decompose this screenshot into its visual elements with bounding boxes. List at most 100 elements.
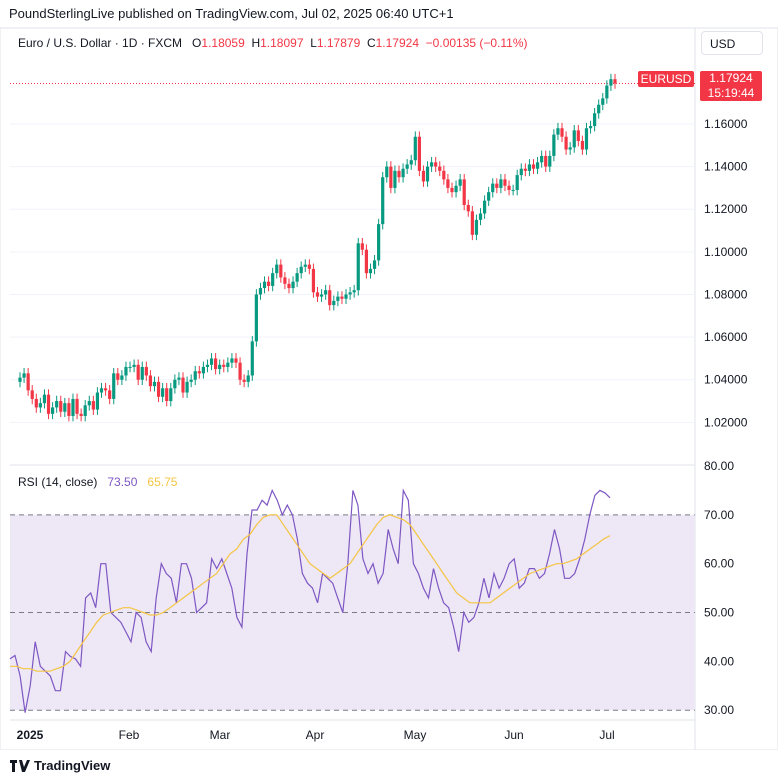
candle-body [22,373,26,378]
last-price-value: 1.17924 [709,71,753,85]
candle-body [405,164,409,169]
candle-body [156,381,161,397]
candle-body [328,290,332,306]
candle-body [87,401,91,406]
time-tick-label: May [404,728,427,742]
candle-body [18,377,22,382]
candle-body [283,277,287,284]
candle-body [112,373,116,399]
candle-body [246,375,250,382]
candle-body [544,155,548,167]
candle-body [527,164,532,171]
candle-body [279,264,283,278]
candle-body [495,183,499,188]
candle-body [381,177,385,225]
candle-body [580,141,584,150]
candle-body [230,358,234,363]
currency-button[interactable]: USD [701,31,763,55]
price-legend: Euro / U.S. Dollar · 1D · FXCM O1.18059 … [18,36,528,50]
candle-body [499,179,503,188]
price-tick-label: 1.02000 [704,415,748,429]
candle-body [364,249,369,274]
candle-body [540,155,544,163]
candle-body [319,294,324,297]
candle-body [535,162,540,169]
rsi-value: 73.50 [107,475,138,489]
low-value: 1.17879 [316,36,361,50]
candle-body [438,166,442,171]
candle-body [30,390,34,399]
last-price-tag: 1.17924 15:19:44 [700,71,762,101]
time-tick-label: Mar [210,728,231,742]
candle-body [340,296,344,299]
candle-body [128,366,132,368]
candle-body [79,413,83,416]
candle-body [385,166,389,178]
price-tick-label: 1.04000 [704,373,748,387]
chart-canvas[interactable]: 1.16000 1.14000 1.12000 1.10000 1.08000 1.060… [0,0,778,750]
candle-body [169,388,173,402]
candle-body [120,375,124,380]
candle-body [140,366,144,380]
candle-body [348,292,352,295]
rsi-tick-label: 60.00 [704,557,734,571]
candle-body [572,130,576,148]
candle-body [576,130,580,141]
candle-body [271,273,275,286]
candle-body [442,170,446,180]
candle-body [605,85,609,99]
candle-body [46,394,51,414]
candle-body [99,388,104,393]
footer-brand[interactable]: TradingView [10,758,110,773]
candle-body [177,377,181,380]
candle-body [197,371,201,374]
candle-body [201,366,205,374]
close-label: C [366,36,376,50]
candle-body [584,128,589,150]
candle-body [507,185,511,191]
candle-body [372,260,377,269]
candle-body [189,379,193,382]
close-value: 1.17924 [375,36,419,50]
candle-body [108,390,112,399]
candle-body [116,373,120,380]
symbol-description[interactable]: Euro / U.S. Dollar · 1D · FXCM [18,36,183,50]
candle-body [218,364,222,370]
candle-body [83,405,87,416]
rsi-tick-label: 80.00 [704,459,734,473]
candle-body [148,375,153,387]
candle-body [205,364,210,367]
candle-body [531,164,536,169]
candle-body [593,113,597,127]
price-tick-label: 1.16000 [704,117,748,131]
time-tick-label: Apr [306,728,325,742]
candle-body [103,388,108,391]
symbol-price-tag: EURUSD [638,71,694,87]
price-tick-label: 1.14000 [704,160,748,174]
rsi-name[interactable]: RSI (14, close) [18,475,98,489]
candle-body [234,358,238,363]
candle-body [556,128,560,135]
high-value: 1.18097 [260,36,304,50]
candle-body [299,266,303,274]
candle-body [51,407,55,414]
candle-body [446,179,450,188]
candle-body [450,187,454,193]
candle-body [165,388,169,402]
time-tick-label: Jul [599,728,614,742]
candle-body [597,104,601,114]
price-tick-label: 1.12000 [704,202,748,216]
candle-body [503,179,507,186]
candle-body [352,290,356,293]
candle-body [344,294,348,299]
candle-body [181,377,185,393]
candle-body [519,168,523,176]
tradingview-logo-icon [10,759,30,772]
candle-body [511,190,515,192]
time-tick-label: 2025 [17,728,44,742]
candle-body [564,136,568,150]
candle-body [222,364,226,367]
change-value: −0.00135 (−0.11%) [425,36,528,50]
candle-body [601,98,605,105]
candle-body [67,403,71,416]
